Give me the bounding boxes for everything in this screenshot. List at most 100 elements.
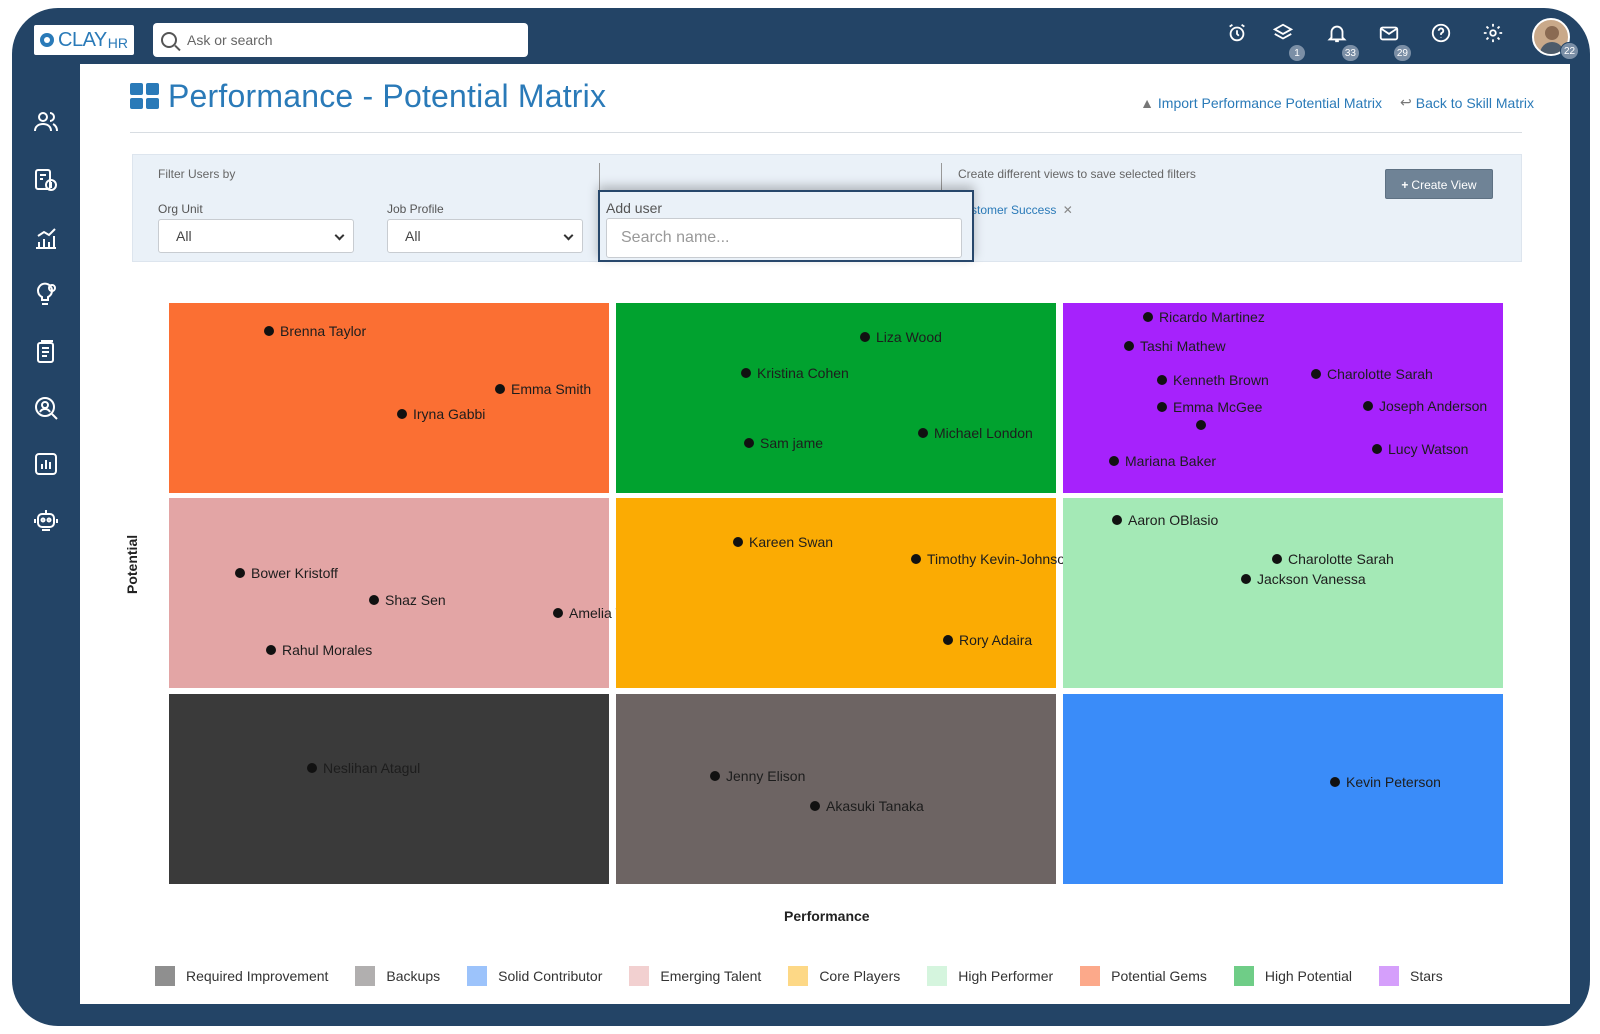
cell-backups[interactable]: Jenny Elison Akasuki Tanaka [616,694,1056,884]
analytics-icon[interactable] [32,450,60,478]
person-marker[interactable]: Emma McGee [1157,399,1262,415]
create-view-button[interactable]: + Create View [1385,169,1493,199]
cell-required-improvement[interactable]: Neslihan Atagul [169,694,609,884]
person-dot[interactable] [1196,420,1206,430]
cell-core-players[interactable]: Kareen Swan Timothy Kevin-Johnson Rory A… [616,498,1073,688]
person-marker[interactable]: Jackson Vanessa [1241,571,1366,587]
y-axis-label: Potential [124,534,140,594]
back-to-skill-matrix-link[interactable]: ↩ Back to Skill Matrix [1400,94,1534,111]
close-icon[interactable]: ✕ [1062,203,1073,217]
document-icon[interactable] [32,338,60,366]
filter-chip[interactable]: stomer Success ✕ [971,203,1073,217]
filter-chip-label: stomer Success [971,203,1057,217]
sidebar [12,64,80,1026]
lightbulb-gear-icon[interactable] [32,280,60,308]
person-marker[interactable]: Timothy Kevin-Johnson [911,551,1073,567]
matrix-legend: Required Improvement Backups Solid Contr… [155,966,1470,986]
add-user-label: Add user [606,200,663,216]
person-marker[interactable]: Joseph Anderson [1363,398,1487,414]
notifications-badge: 33 [1340,44,1360,62]
layers-badge: 1 [1288,44,1306,62]
person-marker[interactable]: Bower Kristoff [235,565,338,581]
performance-potential-matrix: Brenna Taylor Emma Smith Iryna Gabbi Liz… [169,303,1503,884]
import-matrix-link[interactable]: ▲ Import Performance Potential Matrix [1140,95,1382,111]
person-marker[interactable]: Shaz Sen [369,592,446,608]
person-marker[interactable]: Emma Smith [495,381,591,397]
cell-potential-gems[interactable]: Brenna Taylor Emma Smith Iryna Gabbi [169,303,609,493]
search-icon [161,32,177,48]
person-marker[interactable]: Iryna Gabbi [397,406,485,422]
back-arrow-icon: ↩ [1400,94,1412,110]
person-marker[interactable]: Sam jame [744,435,823,451]
person-marker[interactable]: Kristina Cohen [741,365,849,381]
page-title-block: Performance - Potential Matrix [130,76,606,116]
person-marker[interactable]: Rahul Morales [266,642,372,658]
layers-icon[interactable]: 1 [1268,22,1306,62]
money-report-icon[interactable] [32,166,60,194]
job-profile-label: Job Profile [387,202,444,216]
views-hint: Create different views to save selected … [958,167,1196,181]
users-icon[interactable] [32,108,60,136]
person-marker[interactable]: Tashi Mathew [1124,338,1226,354]
import-icon: ▲ [1140,94,1154,111]
search-user-icon[interactable] [32,394,60,422]
avatar-badge: 22 [1560,42,1580,60]
person-marker[interactable]: Charolotte Sarah [1311,366,1433,382]
cell-high-potential[interactable]: Liza Wood Kristina Cohen Sam jame Michae… [616,303,1056,493]
clayhr-logo[interactable]: CLAY HR [34,25,134,55]
title-divider [130,132,1522,133]
person-marker[interactable]: Charolotte Sarah [1272,551,1394,567]
person-marker[interactable]: Brenna Taylor [264,323,366,339]
global-search-input[interactable] [187,32,507,48]
mail-badge: 29 [1392,44,1412,62]
person-marker[interactable]: Mariana Baker [1109,453,1216,469]
cell-high-performer[interactable]: Aaron OBlasio Charolotte Sarah Jackson V… [1063,498,1503,688]
logo-sub: HR [107,34,128,51]
legend-item: High Potential [1233,966,1352,986]
add-user-search-input[interactable] [606,218,962,258]
org-unit-select[interactable]: All [158,219,354,253]
person-marker[interactable]: Rory Adaira [943,632,1032,648]
filter-heading: Filter Users by [158,167,236,181]
person-marker[interactable]: Lucy Watson [1372,441,1468,457]
import-matrix-label: Import Performance Potential Matrix [1157,94,1383,111]
job-profile-select[interactable]: All [387,219,583,253]
person-marker[interactable]: Michael London [918,425,1033,441]
person-marker[interactable]: Akasuki Tanaka [810,798,924,814]
help-icon[interactable] [1426,22,1456,52]
mail-icon[interactable]: 29 [1374,22,1412,62]
bar-chart-icon[interactable] [32,224,60,252]
person-marker[interactable]: Kenneth Brown [1157,372,1269,388]
filter-divider [941,163,942,193]
cell-emerging-talent[interactable]: Bower Kristoff Shaz Sen Amelia Wiggins R… [169,498,665,688]
legend-item: High Performer [927,966,1053,986]
bell-icon[interactable]: 33 [1322,22,1360,62]
header-links: ▲ Import Performance Potential Matrix ↩ … [1122,94,1534,111]
filter-divider [599,163,600,193]
person-marker[interactable]: Kareen Swan [733,534,833,550]
app-frame: CLAY HR 1 33 29 [12,8,1590,1026]
legend-item: Core Players [788,966,900,986]
page-title: Performance - Potential Matrix [168,77,607,114]
legend-item: Solid Contributor [467,966,602,986]
legend-item: Stars [1379,966,1443,986]
org-unit-label: Org Unit [158,202,203,216]
legend-swatch [155,966,175,986]
legend-item: Potential Gems [1080,966,1207,986]
cell-solid-contributor[interactable]: Kevin Peterson [1063,694,1503,884]
legend-swatch [467,966,488,986]
person-marker[interactable]: Liza Wood [860,329,942,345]
person-marker[interactable]: Kevin Peterson [1330,774,1441,790]
back-link-label: Back to Skill Matrix [1415,94,1534,111]
person-marker[interactable]: Jenny Elison [710,768,805,784]
robot-icon[interactable] [32,506,60,534]
chevron-down-icon [334,230,345,241]
person-marker[interactable]: Aaron OBlasio [1112,512,1218,528]
legend-swatch [1233,966,1254,986]
org-unit-value: All [176,228,192,244]
gear-icon[interactable] [1478,22,1508,52]
alarm-clock-icon[interactable] [1222,22,1252,52]
cell-stars[interactable]: Ricardo Martinez Tashi Mathew Kenneth Br… [1063,303,1503,493]
person-marker[interactable]: Ricardo Martinez [1143,309,1265,325]
person-marker[interactable]: Neslihan Atagul [307,760,420,776]
